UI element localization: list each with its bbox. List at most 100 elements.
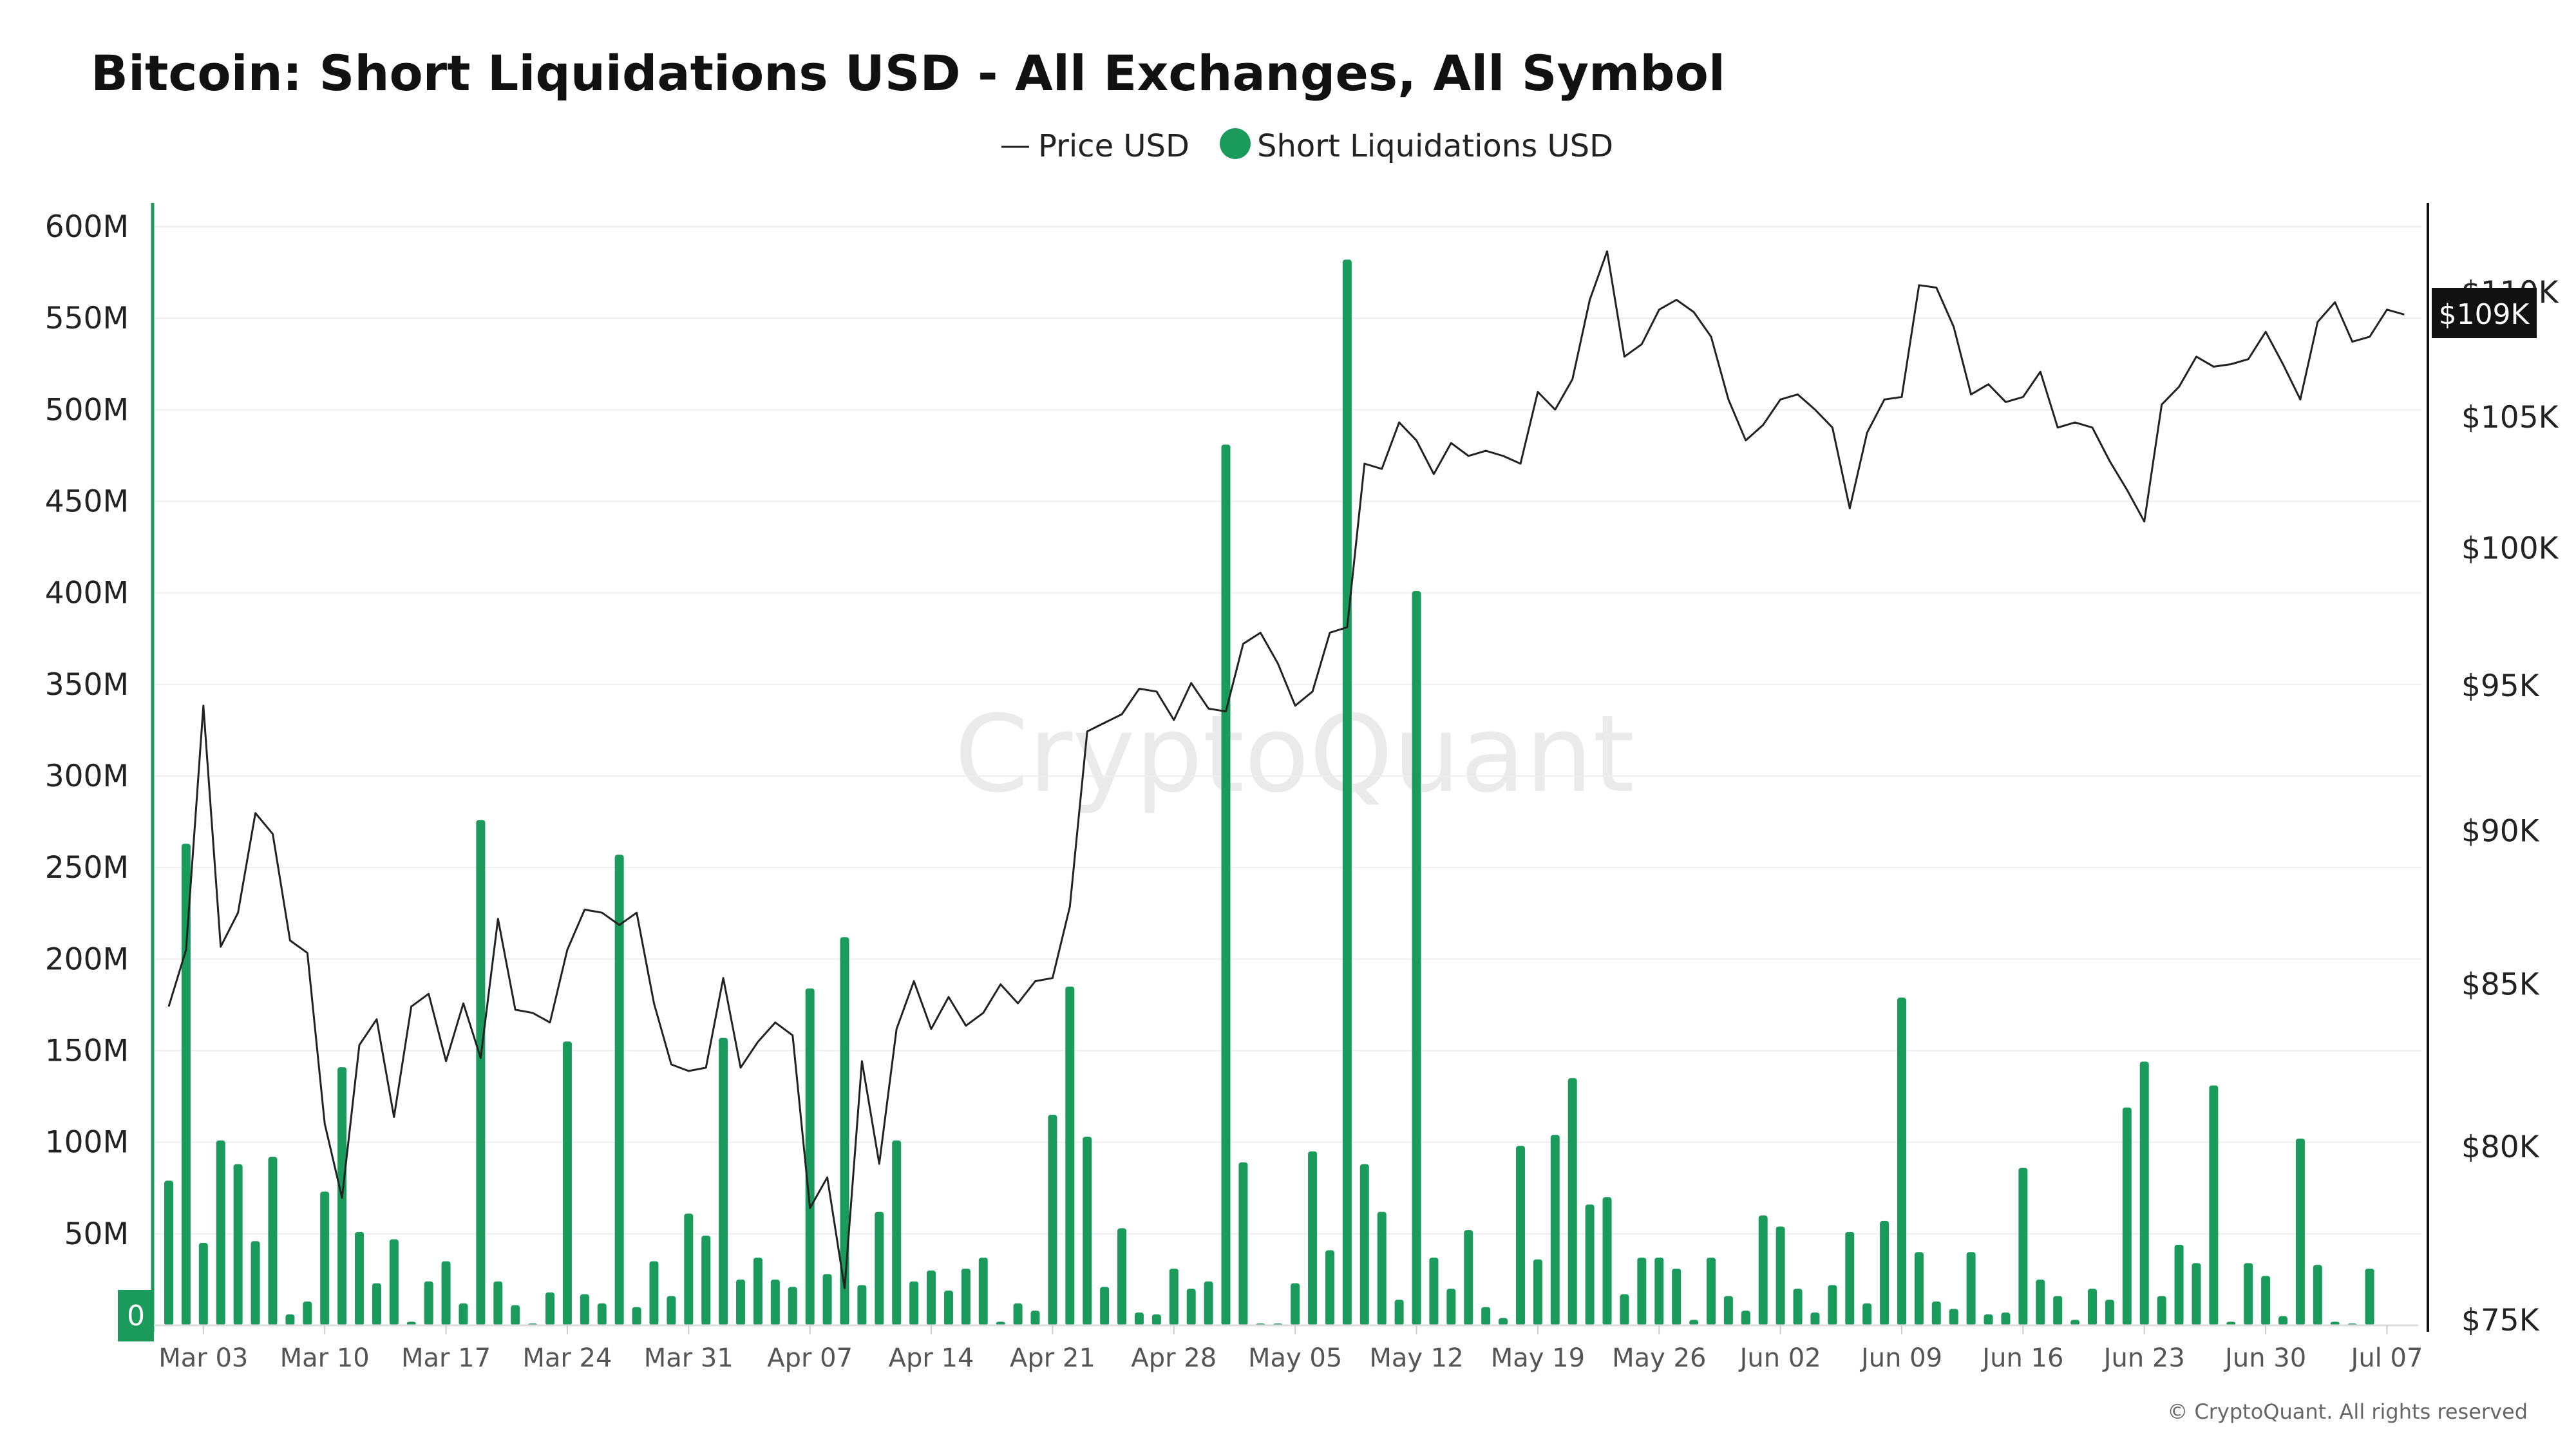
liquidation-bar: [233, 1164, 243, 1325]
liquidation-bar: [2053, 1296, 2063, 1325]
last-price-badge-background: [2432, 288, 2537, 338]
liquidation-bar: [1048, 1115, 1057, 1325]
liquidation-bar: [2295, 1138, 2305, 1325]
liquidation-bar: [909, 1281, 919, 1325]
liquidation-bar: [1567, 1078, 1577, 1325]
liquidation-bar: [1325, 1250, 1334, 1325]
liquidation-bar: [1342, 260, 1352, 1326]
liquidation-bar: [1446, 1289, 1456, 1325]
liquidation-bar: [753, 1257, 762, 1325]
x-axis-ticks: Mar 03 Mar 10 Mar 17 Mar 24 Mar 31 Apr 07 Apr …: [158, 1325, 2423, 1373]
liquidation-bar: [1117, 1228, 1127, 1325]
last-price-badge-label: $109K: [2439, 298, 2530, 331]
liquidation-bar: [1793, 1289, 1803, 1325]
liquidation-bar: [268, 1157, 278, 1325]
liquidation-bar: [770, 1279, 780, 1325]
liquidation-bar: [251, 1241, 260, 1325]
liquidation-bar: [1464, 1230, 1473, 1325]
liquidation-bar: [1134, 1312, 1144, 1325]
liquidation-bar: [1499, 1318, 1508, 1325]
liquidation-bar: [632, 1307, 641, 1325]
x-tick-label: Apr 28: [1131, 1343, 1217, 1373]
liquidation-bar: [2122, 1107, 2132, 1325]
legend-label-short-liquidations[interactable]: Short Liquidations USD: [1257, 128, 1613, 164]
legend-label-price[interactable]: Price USD: [1038, 128, 1189, 164]
left-tick-label: 150M: [45, 1034, 129, 1069]
left-tick-label: 300M: [45, 759, 129, 794]
liquidation-bar: [840, 937, 849, 1325]
x-tick-label: Jul 07: [2349, 1343, 2423, 1373]
liquidation-bar: [614, 855, 624, 1325]
liquidation-bar: [1291, 1283, 1300, 1325]
liquidation-bar: [303, 1302, 312, 1325]
liquidation-bar: [805, 988, 815, 1325]
x-tick-label: May 19: [1491, 1343, 1585, 1373]
liquidation-bar: [320, 1191, 330, 1325]
liquidation-bar: [1204, 1281, 1213, 1325]
right-tick-label: $85K: [2461, 967, 2540, 1002]
liquidation-bar: [1689, 1320, 1699, 1325]
watermark-logo: CryptoQuant: [954, 692, 1634, 816]
right-axis-ticks: $75K$80K$85K$90K$95K$100K$105K$110K: [2461, 275, 2559, 1338]
x-tick-label: Jun 02: [1738, 1343, 1821, 1373]
liquidation-bar: [2105, 1300, 2114, 1325]
liquidation-bar: [1672, 1268, 1681, 1325]
liquidation-bar: [493, 1281, 503, 1325]
x-tick-label: Mar 10: [280, 1343, 370, 1373]
liquidation-bar: [545, 1292, 555, 1325]
liquidation-bar: [1897, 998, 1906, 1325]
gridlines: [155, 226, 2421, 1235]
liquidation-bar: [2036, 1279, 2045, 1325]
liquidation-bar: [1100, 1287, 1110, 1325]
liquidation-bar: [1238, 1162, 1248, 1325]
liquidation-bar: [1515, 1146, 1525, 1325]
left-tick-label: 350M: [45, 667, 129, 703]
liquidation-bar: [2278, 1316, 2288, 1325]
liquidation-bar: [1585, 1204, 1595, 1325]
liquidation-bar: [2244, 1263, 2253, 1325]
liquidation-bar: [822, 1274, 832, 1325]
bar-series-short-liquidations: [164, 260, 2374, 1326]
x-tick-label: Mar 17: [401, 1343, 491, 1373]
liquidation-bar: [2070, 1320, 2080, 1325]
liquidation-bar: [1741, 1311, 1750, 1325]
liquidation-bar: [1550, 1135, 1560, 1325]
liquidation-bar: [927, 1270, 936, 1325]
liquidation-bar: [1221, 444, 1231, 1325]
x-tick-label: Jun 23: [2102, 1343, 2185, 1373]
liquidation-bar: [1429, 1257, 1439, 1325]
liquidation-bar: [1620, 1294, 1629, 1325]
left-tick-label: 550M: [45, 301, 129, 336]
liquidation-bar: [2001, 1312, 2011, 1325]
right-tick-label: $90K: [2461, 813, 2540, 849]
x-tick-label: Jun 16: [1980, 1343, 2063, 1373]
liquidation-bar: [1706, 1257, 1716, 1325]
last-price-badge: $109K: [2432, 288, 2537, 338]
liquidation-bar: [1412, 591, 1421, 1326]
liquidation-bar: [2157, 1296, 2166, 1325]
right-tick-label: $80K: [2461, 1130, 2540, 1165]
liquidation-bar: [285, 1314, 295, 1325]
liquidation-bar: [2313, 1265, 2322, 1325]
liquidation-bar: [2088, 1289, 2098, 1325]
liquidation-bar: [1308, 1151, 1318, 1325]
x-tick-label: Apr 21: [1010, 1343, 1095, 1373]
left-tick-label: 50M: [64, 1217, 129, 1252]
liquidation-bar: [1533, 1259, 1542, 1325]
liquidation-bar: [1828, 1285, 1837, 1325]
liquidation-bar: [892, 1140, 902, 1325]
liquidation-bar: [1984, 1314, 1993, 1325]
liquidation-bar: [857, 1285, 867, 1325]
liquidation-bar: [181, 844, 191, 1325]
liquidation-bar: [1776, 1226, 1785, 1325]
liquidation-bar: [355, 1231, 365, 1325]
x-tick-label: Mar 31: [644, 1343, 734, 1373]
liquidation-bar: [1065, 986, 1075, 1325]
x-tick-label: Jun 30: [2223, 1343, 2306, 1373]
liquidation-bar: [684, 1213, 694, 1325]
liquidation-bar: [1030, 1311, 1040, 1325]
liquidation-bar: [1186, 1289, 1196, 1325]
liquidation-bar: [2209, 1085, 2219, 1325]
liquidation-bar: [1758, 1215, 1768, 1325]
